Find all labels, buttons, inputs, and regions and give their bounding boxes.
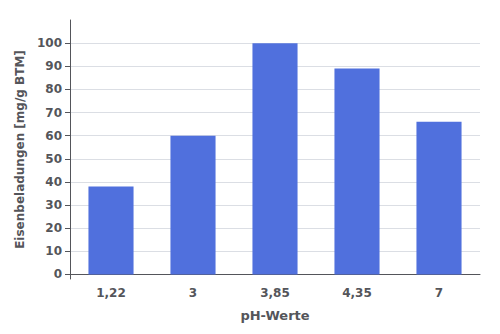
svg-text:3,85: 3,85 [260, 286, 290, 300]
svg-text:3: 3 [189, 286, 197, 300]
svg-text:pH-Werte: pH-Werte [240, 308, 309, 323]
svg-text:10: 10 [45, 244, 62, 258]
svg-text:90: 90 [45, 59, 62, 73]
svg-text:20: 20 [45, 221, 62, 235]
svg-text:7: 7 [435, 286, 443, 300]
svg-text:40: 40 [45, 175, 62, 189]
svg-text:1,22: 1,22 [96, 286, 126, 300]
svg-text:0: 0 [54, 267, 62, 281]
svg-text:30: 30 [45, 198, 62, 212]
svg-text:100: 100 [37, 36, 62, 50]
svg-text:70: 70 [45, 106, 62, 120]
svg-text:50: 50 [45, 152, 62, 166]
svg-text:Eisenbeladungen [mg/g BTM]: Eisenbeladungen [mg/g BTM] [13, 50, 27, 249]
svg-text:80: 80 [45, 82, 62, 96]
svg-text:4,35: 4,35 [342, 286, 372, 300]
svg-text:60: 60 [45, 129, 62, 143]
